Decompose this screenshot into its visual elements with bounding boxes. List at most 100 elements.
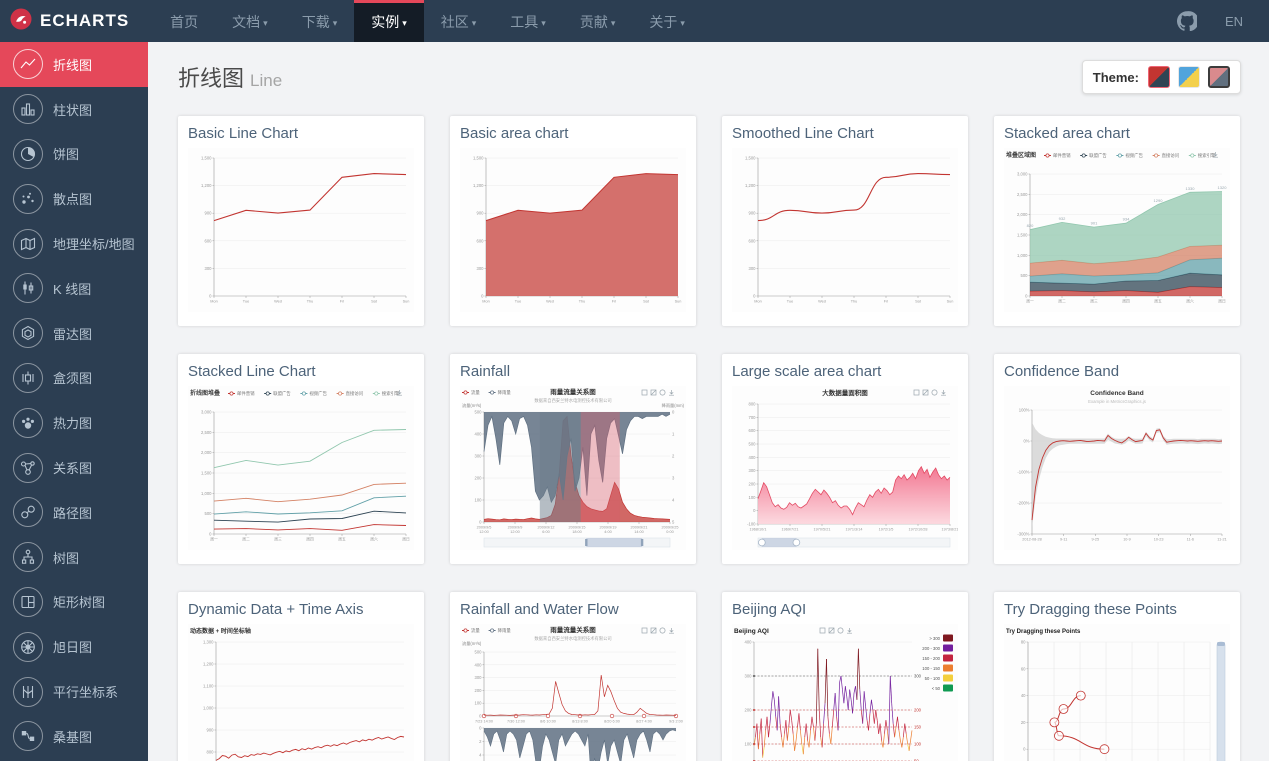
sidebar-item-line[interactable]: 折线图: [0, 42, 148, 87]
sidebar-item-graph[interactable]: 关系图: [0, 445, 148, 490]
svg-text:Sat: Sat: [643, 300, 650, 304]
chart-thumbnail[interactable]: 动态数据 + 时间坐标轴7008009001,0001,1001,2001,30…: [188, 624, 414, 761]
sidebar-item-lines[interactable]: 路径图: [0, 490, 148, 535]
svg-text:2012-08-28: 2012-08-28: [1022, 538, 1041, 542]
example-card[interactable]: Confidence Band Confidence Band Example in…: [994, 354, 1240, 564]
theme-swatch-1[interactable]: [1148, 66, 1170, 88]
example-title[interactable]: Smoothed Line Chart: [732, 125, 874, 142]
github-icon[interactable]: [1176, 11, 1197, 31]
svg-text:3,000: 3,000: [201, 410, 212, 415]
example-card[interactable]: Rainfall 雨量流量关系图 数据来自西安兰特水电测控技术有限公司 流量(m³/s…: [450, 354, 696, 564]
chart-thumbnail[interactable]: 折线图堆叠 邮件营销 联盟广告 视频广告 直接访问 搜索引擎 0 500 1,000 1,500 2…: [188, 386, 414, 550]
svg-text:直接访问: 直接访问: [346, 390, 364, 397]
chart-thumbnail[interactable]: Try Dragging these Points-20020406080: [1004, 624, 1230, 761]
example-title[interactable]: Basic Line Chart: [188, 125, 299, 142]
example-title[interactable]: Dynamic Data + Time Axis: [188, 601, 364, 618]
svg-text:400: 400: [749, 455, 757, 460]
nav-item-docs[interactable]: 文档 ▾: [232, 14, 268, 30]
sidebar-item-label: 桑基图: [53, 729, 93, 745]
theme-swatch-2[interactable]: [1178, 66, 1200, 88]
svg-text:200: 200: [749, 482, 757, 487]
example-card[interactable]: Basic area chart 0 300 600 900 1,200 1,500 Mon T…: [450, 116, 696, 326]
example-card[interactable]: Dynamic Data + Time Axis 动态数据 + 时间坐标轴7008…: [178, 592, 424, 761]
nav-item-examples[interactable]: 实例 ▾: [354, 0, 424, 42]
svg-text:600: 600: [205, 238, 213, 243]
sidebar-item-bar[interactable]: 柱状图: [0, 87, 148, 132]
chart-thumbnail[interactable]: Confidence Band Example in MetricsGraphic…: [1004, 386, 1230, 550]
nav-item-home[interactable]: 首页: [170, 14, 199, 30]
example-card[interactable]: Stacked Line Chart 折线图堆叠 邮件营销 联盟广告 视频广告 直接访问 搜…: [178, 354, 424, 564]
chart-thumbnail[interactable]: 堆叠区域图 邮件营销 联盟广告 视频广告 直接访问 搜索引擎 0 500 1,000 1,500 2…: [1004, 148, 1230, 312]
nav-item-about[interactable]: 关于 ▾: [649, 14, 685, 30]
page-subtitle: Line: [250, 71, 283, 90]
chart-thumbnail[interactable]: Beijing AQI > 300 200 - 300 150 - 200 100 - …: [732, 624, 958, 761]
nav-item-community[interactable]: 社区 ▾: [440, 14, 477, 30]
theme-swatch-3[interactable]: [1208, 66, 1230, 88]
example-card[interactable]: Large scale area chart 大数据量面积图 -100 0 100 200…: [722, 354, 968, 564]
example-title[interactable]: Confidence Band: [1004, 363, 1120, 380]
example-title[interactable]: Rainfall and Water Flow: [460, 601, 619, 618]
nav-item-tools[interactable]: 工具 ▾: [510, 14, 546, 30]
svg-text:流量: 流量: [471, 627, 480, 634]
sidebar-item-map[interactable]: 地理坐标/地图: [0, 221, 148, 266]
example-title[interactable]: Stacked Line Chart: [188, 363, 316, 380]
example-title[interactable]: Large scale area chart: [732, 363, 882, 380]
svg-text:周一: 周一: [210, 537, 218, 542]
example-card[interactable]: Try Dragging these Points Try Dragging th…: [994, 592, 1240, 761]
sidebar-item-label: 树图: [53, 550, 80, 566]
sidebar-item-heatmap[interactable]: 热力图: [0, 400, 148, 445]
chart-thumbnail[interactable]: 0 300 600 900 1,200 1,500 Mon Tue Wed Thu Fri Sat Su…: [460, 148, 686, 312]
svg-text:1968/10/1: 1968/10/1: [750, 528, 767, 532]
example-title[interactable]: Stacked area chart: [1004, 125, 1130, 142]
svg-text:100: 100: [914, 742, 922, 747]
example-card[interactable]: Smoothed Line Chart 0 300 600 900 1,200 1,500 M…: [722, 116, 968, 326]
svg-text:500: 500: [475, 410, 483, 415]
example-card[interactable]: Basic Line Chart 0 300 600 900 1,200 1,500 Mon T…: [178, 116, 424, 326]
sidebar-item-tree[interactable]: 树图: [0, 535, 148, 580]
svg-text:9-11: 9-11: [1060, 538, 1067, 542]
example-card[interactable]: Stacked area chart 堆叠区域图 邮件营销 联盟广告 视频广告 直接访问 搜…: [994, 116, 1240, 326]
chart-thumbnail[interactable]: 0 300 600 900 1,200 1,500 Mon Tue Wed Thu Fri Sat Su…: [188, 148, 414, 312]
svg-text:7/30 12:00: 7/30 12:00: [507, 720, 525, 724]
echarts-brand[interactable]: ECHARTS: [0, 0, 145, 42]
svg-text:901: 901: [1091, 221, 1098, 226]
sidebar-item-treemap[interactable]: 矩形树图: [0, 580, 148, 625]
svg-text:搜索引擎: 搜索引擎: [382, 390, 400, 397]
chart-thumbnail[interactable]: 0 300 600 900 1,200 1,500 Mon Tue Wed Thu Fri Sat Su…: [732, 148, 958, 312]
sidebar-item-candlestick[interactable]: K 线图: [0, 266, 148, 311]
svg-text:Mon: Mon: [754, 300, 761, 304]
sidebar-item-scatter[interactable]: 散点图: [0, 176, 148, 221]
svg-text:5: 5: [672, 520, 675, 525]
chart-thumbnail[interactable]: 大数据量面积图 -100 0 100 200 300 400 500 600 700 800 1968…: [732, 386, 958, 550]
nav-item-contribute[interactable]: 贡献 ▾: [579, 14, 616, 30]
nav-item-download[interactable]: 下载 ▾: [301, 14, 338, 30]
sankey-chart-icon: [13, 721, 43, 752]
sidebar-item-radar[interactable]: 雷达图: [0, 311, 148, 356]
sidebar-item-parallel[interactable]: 平行坐标系: [0, 669, 148, 714]
sidebar-item-label: 盒须图: [53, 371, 93, 387]
example-title[interactable]: Try Dragging these Points: [1004, 601, 1177, 618]
sidebar-item-pie[interactable]: 饼图: [0, 132, 148, 177]
sidebar-item-sankey[interactable]: 桑基图: [0, 714, 148, 759]
examples-grid: Basic Line Chart 0 300 600 900 1,200 1,500 Mon T…: [178, 116, 1269, 761]
sidebar-item-boxplot[interactable]: 盒须图: [0, 356, 148, 401]
svg-text:周日: 周日: [402, 537, 410, 542]
sidebar-item-sunburst[interactable]: 旭日图: [0, 624, 148, 669]
svg-text:1973/8/21: 1973/8/21: [942, 528, 958, 532]
example-card[interactable]: Rainfall and Water Flow 雨量流量关系图 数据来自西安兰特水电…: [450, 592, 696, 761]
svg-text:> 300: > 300: [929, 636, 940, 641]
svg-text:600: 600: [477, 238, 485, 243]
svg-text:1,500: 1,500: [201, 471, 212, 476]
svg-text:周六: 周六: [370, 537, 378, 542]
line-chart-icon: [13, 49, 43, 80]
example-card[interactable]: Beijing AQI Beijing AQI > 300 200 - 300 150 …: [722, 592, 968, 761]
example-title[interactable]: Rainfall: [460, 363, 511, 380]
svg-text:流量(m³/s): 流量(m³/s): [462, 402, 482, 409]
example-title[interactable]: Basic area chart: [460, 125, 569, 142]
example-title[interactable]: Beijing AQI: [732, 601, 807, 618]
language-toggle[interactable]: EN: [1224, 13, 1243, 29]
svg-text:900: 900: [207, 728, 215, 733]
svg-text:0: 0: [753, 294, 756, 299]
